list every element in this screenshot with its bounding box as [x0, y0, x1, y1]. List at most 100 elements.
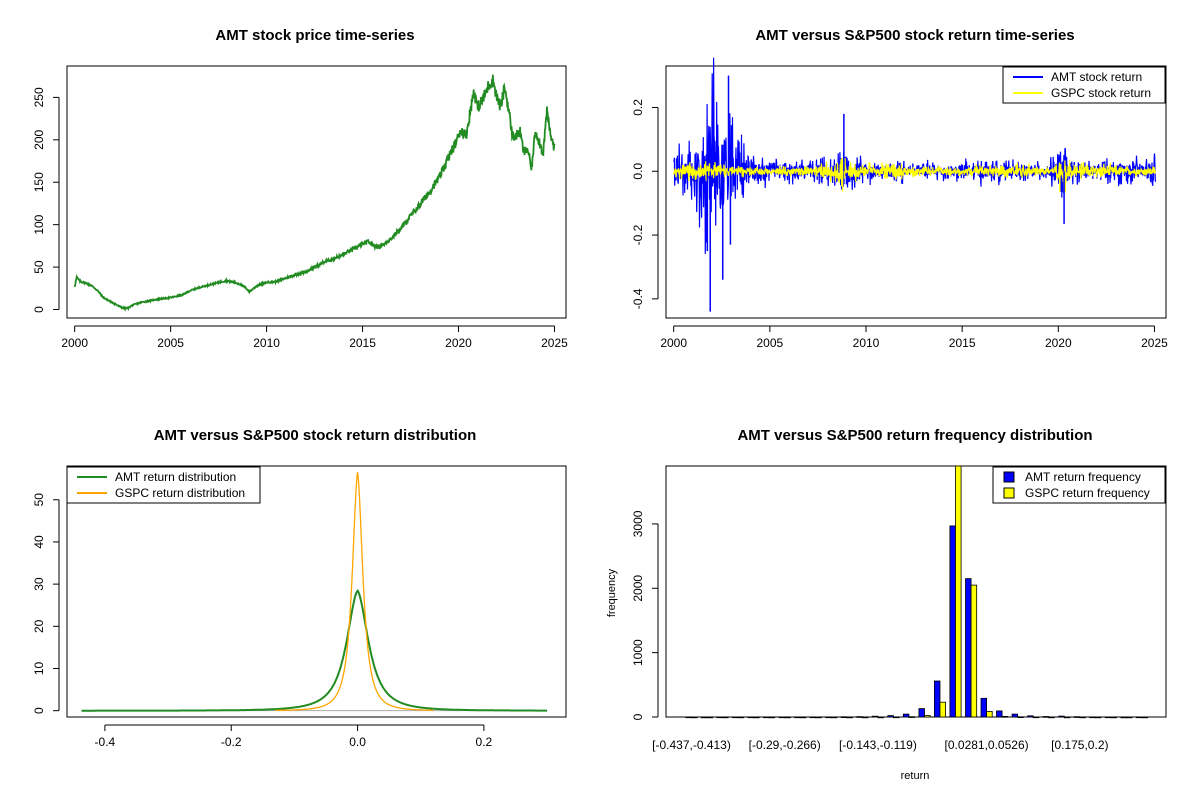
bar-gspc: [1032, 716, 1040, 719]
bar-amt: [794, 716, 801, 719]
y-tick-label: 0: [631, 713, 645, 720]
bar-gspc: [706, 716, 713, 719]
x-tick-label: [-0.29,-0.266): [749, 738, 821, 752]
series-line-gspc-return: [673, 157, 1156, 193]
bar-gspc: [955, 465, 962, 718]
bar-amt: [1027, 715, 1034, 718]
legend-label: GSPC stock return: [1051, 86, 1151, 100]
bar-gspc: [737, 716, 745, 719]
plot-frame: [665, 65, 1167, 319]
y-tick-label: 150: [32, 172, 46, 192]
x-tick-label: [-0.437,-0.413): [652, 738, 731, 752]
panel-return-distribution: AMT versus S&P500 stock return distribut…: [32, 427, 567, 749]
chart-title: AMT versus S&P500 return frequency distr…: [737, 427, 1092, 444]
x-axis-label: return: [901, 770, 930, 782]
legend-label: AMT stock return: [1051, 70, 1142, 84]
y-tick-label: 2000: [631, 575, 645, 602]
bar-gspc: [986, 711, 993, 718]
legend-label: AMT return distribution: [115, 470, 236, 484]
y-tick-label: 200: [32, 129, 46, 149]
x-tick-label: 2010: [853, 336, 880, 350]
chart-title: AMT stock price time-series: [215, 27, 414, 44]
bar-gspc: [1048, 716, 1055, 719]
bar-amt: [1011, 713, 1019, 718]
x-tick-label: -0.2: [221, 735, 242, 749]
x-tick-label: 2005: [157, 336, 184, 350]
y-tick-label: 3000: [631, 510, 645, 537]
y-tick-label: 30: [32, 577, 46, 591]
bar-amt: [996, 710, 1003, 718]
bar-gspc: [768, 716, 776, 719]
bar-amt: [763, 716, 770, 719]
bar-gspc: [924, 715, 931, 718]
bar-gspc: [830, 716, 838, 719]
y-tick-label: 10: [32, 661, 46, 675]
series-line-amt-price: [73, 74, 556, 312]
bar-amt: [840, 716, 848, 718]
bar-amt: [871, 715, 879, 718]
bar-amt: [965, 578, 972, 718]
bar-gspc: [784, 716, 791, 719]
bar-gspc: [1079, 716, 1086, 719]
bar-amt: [1104, 716, 1112, 719]
y-tick-label: 0.2: [631, 99, 645, 116]
bar-gspc: [722, 716, 729, 719]
bar-amt: [856, 716, 863, 718]
y-tick-label: 100: [32, 214, 46, 234]
x-tick-label: -0.4: [95, 735, 116, 749]
x-tick-label: 2020: [1045, 336, 1072, 350]
bar-amt: [809, 716, 817, 719]
bar-gspc: [1017, 716, 1024, 718]
x-tick-label: 2025: [1141, 336, 1168, 350]
legend-box: [1002, 66, 1166, 104]
x-tick-label: [0.175,0.2): [1051, 738, 1108, 752]
y-tick-label: 40: [32, 535, 46, 549]
x-tick-label: 2015: [349, 336, 376, 350]
bar-amt: [918, 708, 925, 718]
bar-gspc: [1141, 716, 1148, 719]
bar-gspc: [939, 701, 946, 718]
panel-return-timeseries: AMT versus S&P500 stock return time-seri…: [631, 27, 1168, 350]
y-tick-label: -0.4: [631, 288, 645, 309]
x-tick-label: [-0.143,-0.119): [839, 738, 917, 752]
x-tick-label: [0.0281,0.0526): [945, 738, 1029, 752]
bar-amt: [887, 715, 894, 718]
density-line-amt: [81, 589, 548, 712]
density-line-gspc: [275, 472, 434, 712]
plot-frame: [66, 465, 567, 718]
legend-label: GSPC return frequency: [1025, 486, 1150, 500]
bar-amt: [902, 713, 910, 718]
bar-amt: [825, 716, 832, 719]
bar-amt: [716, 716, 723, 719]
y-tick-label: 50: [32, 493, 46, 507]
bar-gspc: [861, 716, 869, 719]
bar-gspc: [970, 584, 978, 718]
y-tick-label: 250: [32, 87, 46, 107]
bar-amt: [1073, 716, 1081, 718]
panel-return-frequency: AMT versus S&P500 return frequency distr…: [606, 427, 1167, 782]
bar-gspc: [799, 716, 807, 719]
y-tick-label: 0: [32, 306, 46, 313]
bar-gspc: [691, 716, 698, 719]
bar-gspc: [1094, 716, 1102, 719]
x-tick-label: 2025: [541, 336, 568, 350]
x-tick-label: 2015: [949, 336, 976, 350]
bar-amt: [1042, 716, 1050, 718]
bar-gspc: [753, 716, 760, 719]
legend-box: [992, 466, 1166, 504]
x-tick-label: 2000: [61, 336, 88, 350]
plot-frame: [66, 65, 567, 319]
plot-frame: [665, 465, 1167, 718]
bar-amt: [1058, 715, 1065, 718]
legend-swatch: [1003, 471, 1015, 483]
legend-label: GSPC return distribution: [115, 486, 245, 500]
bar-gspc: [846, 716, 853, 719]
x-tick-label: 0.0: [349, 735, 366, 749]
bar-amt: [980, 697, 987, 718]
bar-amt: [949, 525, 956, 718]
bar-amt: [778, 716, 786, 719]
bar-amt: [1135, 716, 1143, 719]
legend-box: [66, 466, 261, 504]
x-tick-label: 2010: [253, 336, 280, 350]
bar-amt: [1120, 716, 1127, 719]
